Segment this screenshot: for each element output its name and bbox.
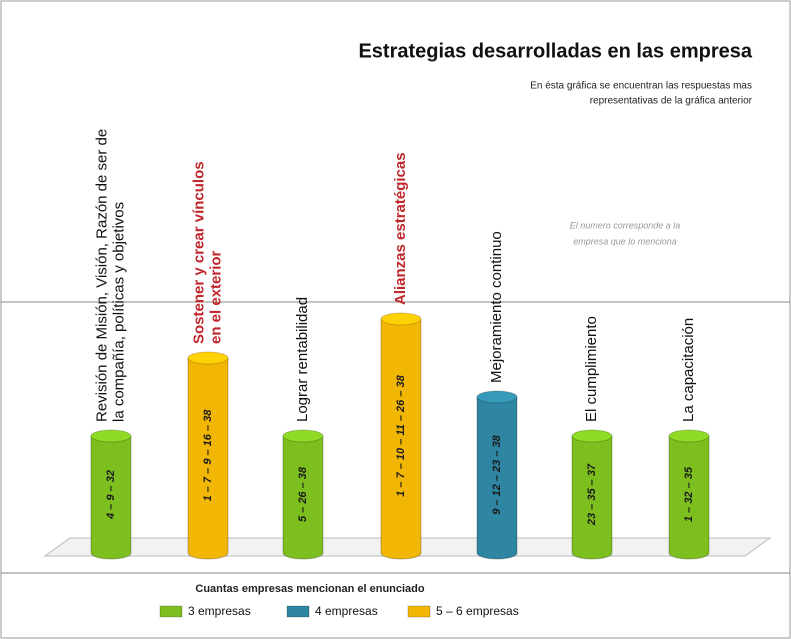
bar-top <box>668 429 710 443</box>
bar-label: 23 – 35 – 37 <box>586 463 598 526</box>
legend-swatch <box>407 605 431 618</box>
category-label: Lograr rentabilidad <box>294 297 311 422</box>
bar <box>90 435 132 560</box>
bar-top <box>187 351 229 365</box>
bar <box>282 435 324 560</box>
legend-title: Cuantas empresas mencionan el enunciado <box>195 583 425 595</box>
bar-label: 1 – 7 – 9 – 16 – 38 <box>202 409 214 502</box>
bar-label: 1 – 32 – 35 <box>683 466 695 522</box>
annotation: El numero corresponde a la <box>570 220 681 230</box>
legend-swatch <box>286 605 310 618</box>
category-label: Revisión de Misión, Visión, Razón de ser… <box>93 129 110 422</box>
category-label: El cumplimiento <box>583 316 600 422</box>
bar <box>571 435 613 560</box>
legend-label: 3 empresas <box>188 604 251 618</box>
category-label: Alianzas estratégicas <box>392 152 409 305</box>
bar-top <box>90 429 132 443</box>
annotation: empresa que lo menciona <box>573 236 677 246</box>
legend-label: 4 empresas <box>315 604 378 618</box>
bar <box>668 435 710 560</box>
bar-top <box>476 390 518 404</box>
bar-top <box>282 429 324 443</box>
category-label: en el exterior <box>207 250 224 344</box>
category-label: La capacitación <box>680 318 697 422</box>
category-label: la compañía, políticas y objetivos <box>110 202 127 422</box>
category-label: Sostener y crear vínculos <box>190 161 207 344</box>
category-label: Mejoramiento continuo <box>488 231 505 383</box>
bar <box>476 396 518 560</box>
bar-label: 4 – 9 – 32 <box>105 470 117 520</box>
bar <box>380 318 422 560</box>
subtitle: En ésta gráfica se encuentran las respue… <box>530 81 752 92</box>
bar-top <box>380 312 422 326</box>
legend-swatch <box>159 605 183 618</box>
bar-top <box>571 429 613 443</box>
subtitle: representativas de la gráfica anterior <box>590 96 753 107</box>
bar <box>187 357 229 560</box>
legend-label: 5 – 6 empresas <box>436 604 519 618</box>
bar-label: 1 – 7 – 10 – 11 – 26 – 38 <box>395 374 407 496</box>
chart-title: Estrategias desarrolladas en las empresa <box>358 40 752 62</box>
bar-label: 9 – 12 – 23 – 38 <box>491 434 503 514</box>
bar-label: 5 – 26 – 38 <box>297 466 309 522</box>
